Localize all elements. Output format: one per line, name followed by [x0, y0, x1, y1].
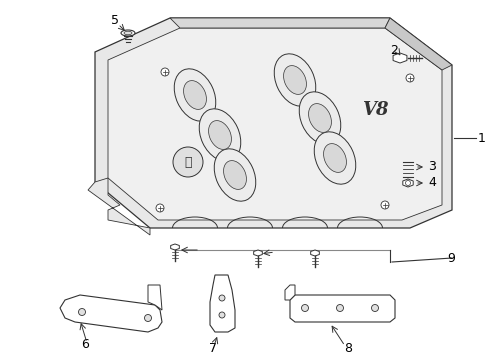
Ellipse shape — [199, 109, 240, 161]
Polygon shape — [170, 18, 389, 28]
Text: 8: 8 — [343, 342, 351, 355]
Text: ⌾: ⌾ — [184, 157, 191, 170]
Polygon shape — [289, 295, 394, 322]
Polygon shape — [170, 244, 179, 250]
Text: 5: 5 — [111, 13, 119, 27]
Polygon shape — [88, 178, 150, 235]
Polygon shape — [60, 295, 162, 332]
Polygon shape — [209, 275, 235, 332]
Polygon shape — [310, 250, 319, 256]
Ellipse shape — [314, 132, 355, 184]
Circle shape — [405, 74, 413, 82]
Circle shape — [161, 68, 169, 76]
Polygon shape — [285, 285, 294, 300]
Circle shape — [371, 305, 378, 311]
Ellipse shape — [183, 81, 206, 109]
Text: 4: 4 — [427, 176, 435, 189]
Text: 7: 7 — [208, 342, 217, 355]
Circle shape — [173, 147, 203, 177]
Ellipse shape — [214, 149, 255, 201]
Text: 1: 1 — [477, 131, 485, 144]
Text: V8: V8 — [361, 101, 387, 119]
Text: 9: 9 — [446, 252, 454, 265]
Polygon shape — [384, 18, 451, 70]
Ellipse shape — [208, 121, 231, 149]
Circle shape — [336, 305, 343, 311]
Ellipse shape — [323, 144, 346, 172]
Polygon shape — [108, 28, 441, 220]
Circle shape — [219, 295, 224, 301]
Polygon shape — [253, 250, 262, 256]
Circle shape — [219, 312, 224, 318]
Ellipse shape — [283, 66, 306, 94]
Polygon shape — [148, 285, 162, 310]
Polygon shape — [392, 53, 406, 63]
Ellipse shape — [124, 31, 132, 35]
Polygon shape — [95, 18, 451, 228]
Polygon shape — [402, 179, 412, 187]
Ellipse shape — [308, 104, 331, 132]
Ellipse shape — [299, 92, 340, 144]
Text: 6: 6 — [81, 338, 89, 351]
Text: 2: 2 — [389, 44, 397, 57]
Text: 3: 3 — [427, 161, 435, 174]
Circle shape — [301, 305, 308, 311]
Circle shape — [156, 204, 163, 212]
Circle shape — [79, 309, 85, 315]
Ellipse shape — [223, 161, 246, 189]
Ellipse shape — [174, 69, 215, 121]
Ellipse shape — [121, 30, 135, 36]
Circle shape — [380, 201, 388, 209]
Ellipse shape — [274, 54, 315, 106]
Circle shape — [144, 315, 151, 321]
